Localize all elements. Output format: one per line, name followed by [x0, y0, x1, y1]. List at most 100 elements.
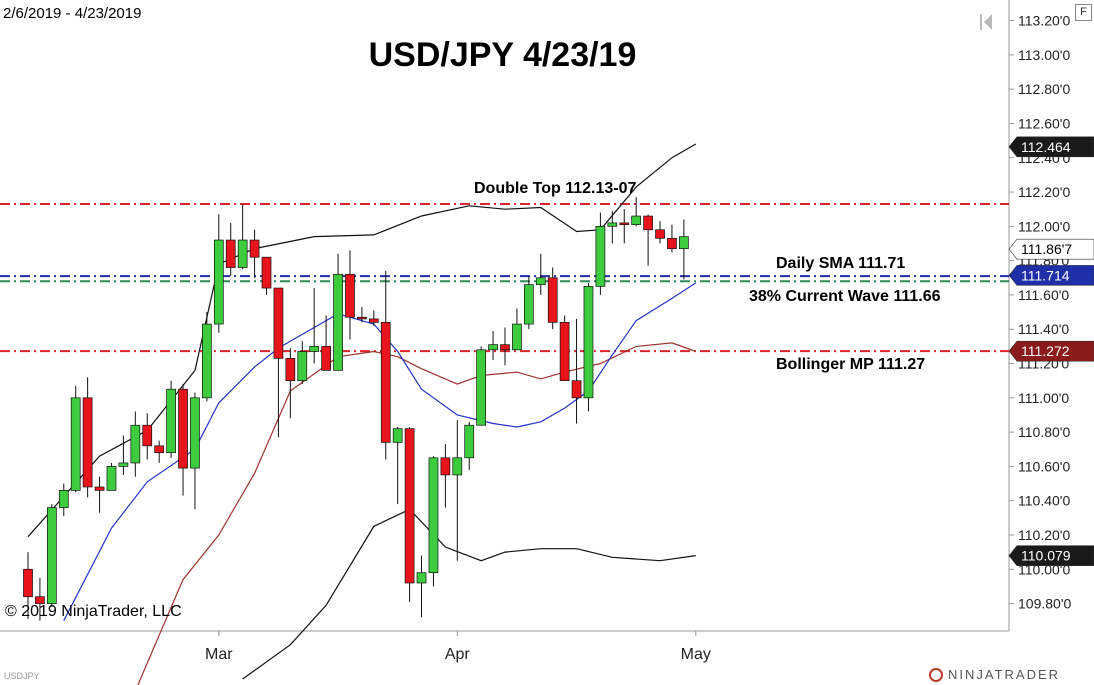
- candle-body: [273, 287, 284, 359]
- candle-body: [190, 397, 200, 469]
- date-range: 2/6/2019 - 4/23/2019: [3, 5, 142, 22]
- bollinger-middle-line: [137, 342, 697, 685]
- bollinger-lower-line: [242, 508, 696, 680]
- brand-logo: NINJATRADER: [929, 667, 1060, 682]
- candle-body: [631, 215, 642, 225]
- annotation-daily-sma: Daily SMA 111.71: [776, 255, 906, 272]
- x-tick-label: Mar: [205, 646, 233, 663]
- y-tick-label: 109.80'0: [1018, 596, 1071, 612]
- candle-body: [679, 236, 689, 249]
- candle-body: [488, 344, 498, 351]
- collapse-panel-icon[interactable]: [979, 12, 993, 32]
- candle-body: [94, 486, 105, 491]
- candle-body: [309, 346, 320, 352]
- price-tag: [1008, 340, 1094, 362]
- candle-body: [595, 225, 606, 287]
- candle-body: [285, 358, 296, 382]
- candle-body: [583, 286, 594, 399]
- candle-body: [82, 397, 93, 488]
- candle-body: [142, 424, 153, 447]
- chart-title: USD/JPY 4/23/19: [368, 36, 637, 74]
- candle-body: [202, 323, 212, 399]
- candle-body: [500, 344, 510, 351]
- candle-body: [559, 322, 570, 382]
- candle-body: [512, 323, 522, 351]
- candle-body: [643, 215, 653, 231]
- candle-body: [667, 237, 677, 249]
- candle-body: [655, 229, 665, 239]
- candle-body: [333, 273, 343, 371]
- candle-body: [619, 222, 630, 225]
- price-tag-label: 111.272: [1021, 343, 1070, 359]
- annotation-double-top: Double Top 112.13-07: [474, 180, 637, 197]
- ninjatrader-logo-icon: [929, 667, 943, 682]
- x-tick-label: Apr: [445, 646, 471, 663]
- y-tick-label: 110.40'0: [1018, 493, 1070, 509]
- y-tick-label: 111.00'0: [1018, 390, 1069, 406]
- candle-body: [106, 466, 117, 491]
- candle-body: [428, 457, 439, 574]
- candle-body: [35, 596, 45, 604]
- candle-body: [297, 351, 308, 382]
- y-tick-label: 111.40'0: [1018, 321, 1069, 337]
- candle-body: [571, 380, 582, 399]
- y-tick-label: 112.60'0: [1018, 115, 1070, 131]
- sma-line: [63, 282, 697, 621]
- price-tag: [1008, 545, 1094, 567]
- x-tick-label: May: [681, 646, 711, 663]
- copyright: © 2019 NinjaTrader, LLC: [5, 603, 182, 620]
- candle-body: [357, 316, 367, 320]
- instrument-symbol: USDJPY: [4, 671, 40, 681]
- candle-body: [476, 349, 486, 426]
- y-tick-label: 112.80'0: [1018, 81, 1070, 97]
- candle-body: [345, 273, 355, 318]
- y-tick-label: 113.00'0: [1018, 47, 1070, 63]
- candle-body: [416, 572, 427, 584]
- candle-body: [547, 277, 558, 323]
- candle-body: [23, 568, 33, 598]
- candle-body: [225, 239, 236, 268]
- candle-body: [154, 445, 165, 454]
- price-tag-label: 112.464: [1021, 139, 1071, 155]
- annotation-bollinger-mp: Bollinger MP 111.27: [776, 356, 926, 373]
- y-tick-label: 110.60'0: [1018, 458, 1070, 474]
- bollinger-upper-line: [27, 143, 697, 538]
- candle-body: [261, 256, 272, 289]
- price-tag-label: 111.714: [1021, 267, 1070, 283]
- y-tick-label: 113.20'0: [1018, 13, 1070, 29]
- candle-body: [464, 424, 475, 459]
- candle-body: [607, 222, 618, 227]
- candle-body: [368, 318, 379, 323]
- price-tag-label: 111.86'7: [1021, 241, 1072, 257]
- candle-body: [130, 424, 141, 464]
- annotation-fib-38: 38% Current Wave 111.66: [749, 288, 941, 305]
- candle-body: [535, 277, 546, 285]
- candle-body: [46, 507, 57, 604]
- candle-body: [58, 490, 69, 508]
- candle-body: [178, 388, 188, 469]
- price-tag: [1008, 265, 1094, 286]
- price-tag-label: 110.079: [1021, 548, 1071, 564]
- candle-body: [166, 388, 176, 454]
- candle-body: [380, 322, 391, 443]
- candle-body: [321, 346, 331, 371]
- candle-body: [213, 239, 224, 325]
- candle-body: [249, 239, 260, 258]
- brand-text: NINJATRADER: [948, 667, 1061, 682]
- candle-body: [404, 428, 415, 584]
- y-tick-label: 112.00'0: [1018, 218, 1070, 234]
- candle-body: [440, 457, 451, 476]
- y-tick-label: 111.60'0: [1018, 287, 1069, 303]
- price-tag: [1008, 136, 1094, 158]
- y-tick-label: 112.20'0: [1018, 184, 1070, 200]
- candle-body: [118, 462, 129, 467]
- candle-body: [523, 284, 534, 325]
- y-tick-label: 110.80'0: [1018, 424, 1070, 440]
- y-tick-label: 110.20'0: [1018, 527, 1070, 543]
- price-tag: [1008, 238, 1094, 260]
- candle-body: [70, 397, 81, 491]
- candle-body: [452, 457, 463, 476]
- candle-body: [392, 428, 403, 443]
- f-badge-button[interactable]: F: [1075, 4, 1092, 21]
